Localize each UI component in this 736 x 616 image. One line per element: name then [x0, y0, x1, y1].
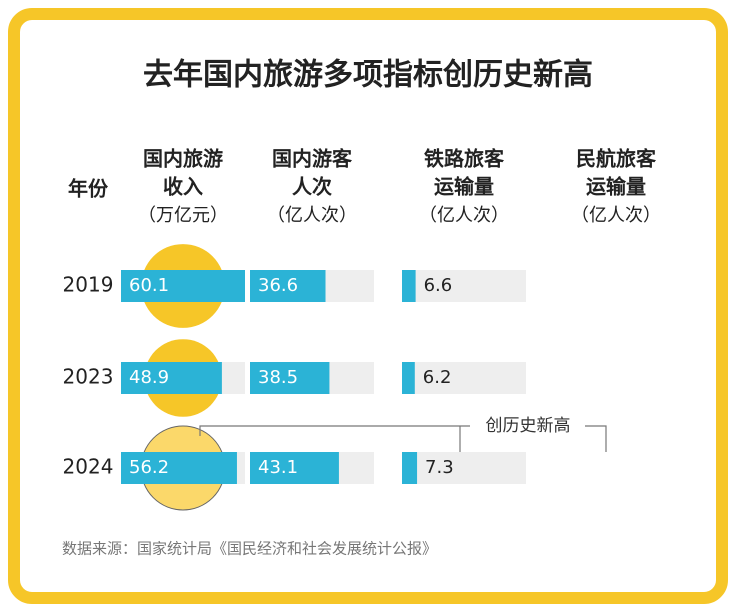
bar [250, 270, 326, 302]
bar [121, 270, 245, 302]
bar [250, 452, 339, 484]
title: 去年国内旅游多项指标创历史新高 [143, 58, 593, 93]
annotation: 创历史新高 [486, 416, 571, 436]
bar-track [402, 270, 526, 302]
frame [8, 8, 728, 604]
annotation-bg [479, 416, 577, 436]
column-header: 国内游客 [272, 147, 353, 171]
bar-track [402, 452, 526, 484]
year-label: 2019 [63, 273, 114, 297]
bar-label: 6.2 [423, 367, 452, 388]
year-label: 2024 [63, 455, 114, 479]
column-header: （亿人次） [571, 205, 661, 226]
column-header: 铁路旅客 [424, 147, 505, 171]
bar-label: 38.5 [258, 367, 298, 388]
bar [250, 362, 330, 394]
source: 数据来源：国家统计局《国民经济和社会发展统计公报》 [62, 540, 437, 558]
bar-label: 7.3 [425, 457, 454, 478]
year-label: 2023 [63, 365, 114, 389]
bar-track [402, 362, 526, 394]
column-header: （亿人次） [419, 205, 509, 226]
bar [402, 362, 415, 394]
bar [121, 362, 222, 394]
bar [402, 270, 416, 302]
bar-label: 56.2 [129, 457, 169, 478]
bracket-line [199, 425, 470, 436]
column-header: （亿人次） [267, 205, 357, 226]
column-header: 人次 [292, 175, 332, 199]
column-header: 民航旅客 [576, 147, 657, 171]
bracket-line [585, 425, 607, 452]
column-header: 运输量 [586, 175, 646, 199]
bar-label: 6.6 [424, 275, 453, 296]
bar-label: 60.1 [129, 275, 169, 296]
bar-label: 43.1 [258, 457, 298, 478]
annotation-bracket [199, 425, 607, 452]
column-header: （万亿元） [138, 205, 228, 226]
column-header: 收入 [163, 175, 203, 199]
bar-label: 48.9 [129, 367, 169, 388]
column-header: 运输量 [434, 175, 494, 199]
bar [402, 452, 418, 484]
column-header: 年份 [68, 177, 109, 201]
bar [121, 452, 237, 484]
column-header: 国内旅游 [143, 147, 223, 171]
bar-label: 36.6 [258, 275, 298, 296]
